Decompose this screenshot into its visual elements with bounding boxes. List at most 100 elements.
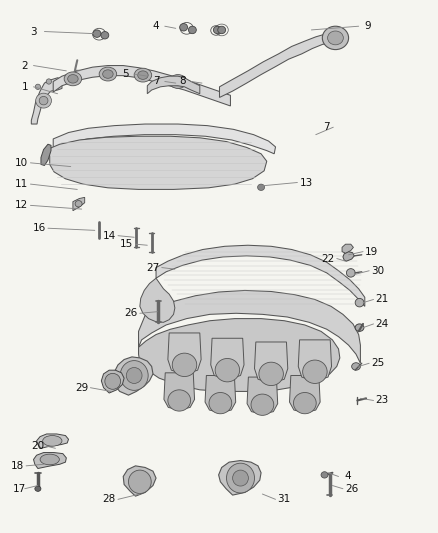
Ellipse shape bbox=[354, 298, 363, 307]
Text: 10: 10 bbox=[15, 158, 28, 168]
Ellipse shape bbox=[35, 486, 41, 491]
Text: 3: 3 bbox=[30, 27, 37, 37]
Polygon shape bbox=[205, 375, 235, 413]
Text: 27: 27 bbox=[146, 263, 159, 272]
Ellipse shape bbox=[102, 70, 113, 78]
Polygon shape bbox=[155, 245, 364, 306]
Ellipse shape bbox=[215, 359, 239, 382]
Polygon shape bbox=[53, 66, 230, 106]
Text: 28: 28 bbox=[102, 494, 116, 504]
Text: 2: 2 bbox=[21, 61, 28, 70]
Polygon shape bbox=[44, 136, 266, 189]
Ellipse shape bbox=[138, 71, 148, 79]
Polygon shape bbox=[101, 370, 124, 393]
Text: 15: 15 bbox=[120, 239, 133, 249]
Text: 26: 26 bbox=[124, 308, 138, 318]
Ellipse shape bbox=[346, 269, 354, 277]
Ellipse shape bbox=[351, 363, 360, 370]
Ellipse shape bbox=[167, 390, 190, 411]
Ellipse shape bbox=[64, 72, 81, 86]
Polygon shape bbox=[163, 373, 194, 410]
Ellipse shape bbox=[321, 26, 348, 50]
Ellipse shape bbox=[169, 75, 186, 88]
Ellipse shape bbox=[208, 392, 231, 414]
Polygon shape bbox=[210, 338, 244, 379]
Ellipse shape bbox=[46, 79, 51, 84]
Ellipse shape bbox=[128, 470, 151, 494]
Polygon shape bbox=[53, 124, 275, 154]
Polygon shape bbox=[167, 333, 201, 374]
Polygon shape bbox=[113, 357, 152, 395]
Ellipse shape bbox=[42, 435, 62, 446]
Ellipse shape bbox=[120, 361, 148, 390]
Ellipse shape bbox=[134, 68, 151, 82]
Ellipse shape bbox=[188, 26, 196, 34]
Polygon shape bbox=[123, 466, 155, 496]
Text: 23: 23 bbox=[375, 395, 388, 406]
Ellipse shape bbox=[101, 31, 109, 39]
Text: 1: 1 bbox=[21, 82, 28, 92]
Text: 18: 18 bbox=[11, 461, 24, 471]
Text: 16: 16 bbox=[32, 223, 46, 233]
Ellipse shape bbox=[327, 31, 343, 45]
Text: 31: 31 bbox=[277, 494, 290, 504]
Ellipse shape bbox=[75, 200, 82, 207]
Ellipse shape bbox=[354, 324, 363, 332]
Ellipse shape bbox=[257, 184, 264, 190]
Ellipse shape bbox=[179, 23, 187, 31]
Polygon shape bbox=[73, 197, 85, 211]
Ellipse shape bbox=[35, 93, 51, 108]
Text: 7: 7 bbox=[323, 122, 329, 132]
Text: 12: 12 bbox=[15, 200, 28, 211]
Polygon shape bbox=[31, 78, 62, 124]
Ellipse shape bbox=[67, 75, 78, 83]
Ellipse shape bbox=[105, 373, 120, 389]
Ellipse shape bbox=[40, 454, 59, 465]
Ellipse shape bbox=[93, 30, 101, 37]
Ellipse shape bbox=[251, 394, 273, 415]
Polygon shape bbox=[41, 144, 51, 165]
Polygon shape bbox=[254, 342, 287, 383]
Polygon shape bbox=[289, 375, 319, 413]
Polygon shape bbox=[138, 319, 339, 391]
Text: 22: 22 bbox=[321, 254, 334, 263]
Text: 4: 4 bbox=[343, 472, 350, 481]
Ellipse shape bbox=[217, 26, 225, 34]
Text: 8: 8 bbox=[179, 77, 185, 86]
Text: 24: 24 bbox=[375, 319, 388, 329]
Text: 5: 5 bbox=[122, 69, 128, 79]
Ellipse shape bbox=[320, 472, 327, 478]
Ellipse shape bbox=[232, 470, 248, 486]
Ellipse shape bbox=[293, 392, 315, 414]
Polygon shape bbox=[33, 453, 66, 469]
Text: 17: 17 bbox=[12, 484, 26, 494]
Ellipse shape bbox=[39, 96, 48, 105]
Text: 19: 19 bbox=[364, 247, 378, 256]
Text: 20: 20 bbox=[31, 441, 44, 451]
Ellipse shape bbox=[99, 67, 117, 81]
Polygon shape bbox=[247, 377, 277, 414]
Text: 9: 9 bbox=[363, 21, 370, 31]
Text: 30: 30 bbox=[371, 266, 384, 276]
Ellipse shape bbox=[258, 362, 283, 385]
Polygon shape bbox=[147, 76, 199, 94]
Ellipse shape bbox=[213, 26, 221, 34]
Text: 13: 13 bbox=[299, 177, 312, 188]
Polygon shape bbox=[219, 33, 337, 98]
Text: 4: 4 bbox=[152, 21, 159, 31]
Text: 14: 14 bbox=[102, 231, 116, 241]
Text: 11: 11 bbox=[15, 179, 28, 189]
Ellipse shape bbox=[302, 360, 326, 383]
Polygon shape bbox=[140, 278, 174, 322]
Polygon shape bbox=[341, 244, 353, 253]
Text: 29: 29 bbox=[75, 383, 88, 393]
Ellipse shape bbox=[226, 463, 254, 493]
Text: 26: 26 bbox=[344, 484, 357, 494]
Text: 21: 21 bbox=[375, 294, 388, 304]
Polygon shape bbox=[36, 434, 68, 448]
Ellipse shape bbox=[126, 368, 142, 383]
Text: 7: 7 bbox=[152, 77, 159, 86]
Polygon shape bbox=[342, 252, 353, 261]
Polygon shape bbox=[297, 340, 331, 381]
Ellipse shape bbox=[172, 77, 183, 86]
